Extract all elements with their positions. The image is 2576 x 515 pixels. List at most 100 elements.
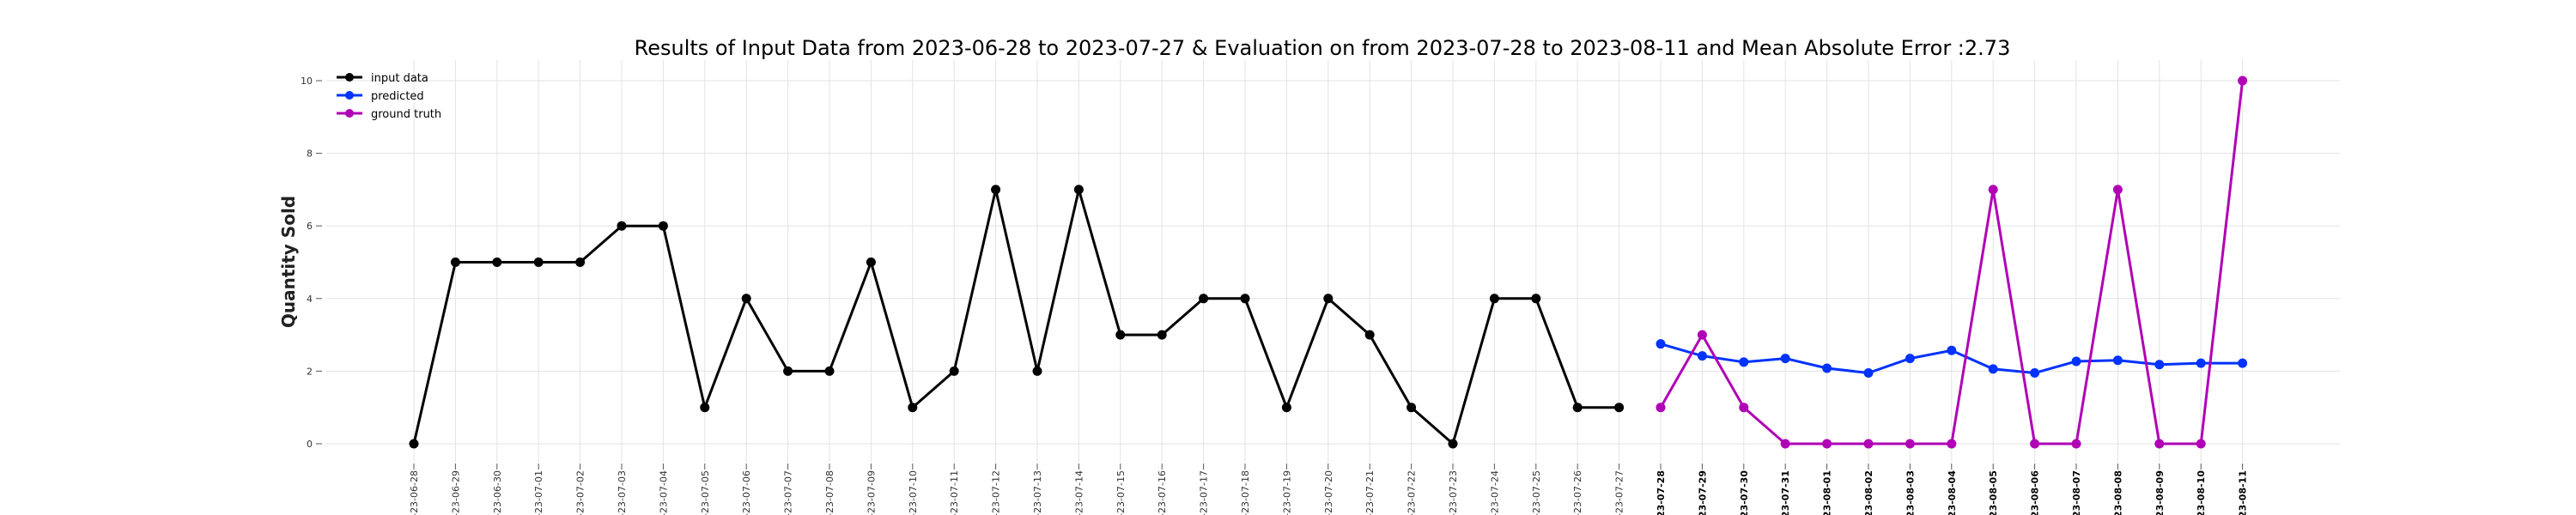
chart-title: Results of Input Data from 2023-06-28 to… [635,36,2011,60]
data-point [1572,403,1583,413]
data-point [1032,366,1042,376]
data-point [1697,330,1707,340]
data-point [1947,345,1957,355]
x-tick-label: -23-08-04 [1947,470,1958,515]
data-point [1697,351,1707,361]
y-axis-label: Quantity Sold [278,196,299,328]
series-ground-truth [1656,76,2248,449]
data-point [1822,363,1832,373]
data-point [1947,439,1957,449]
legend-label: ground truth [371,108,441,121]
grid [326,60,2340,462]
data-point [2071,439,2081,449]
data-point [1448,439,1458,449]
x-tick-label: -23-08-02 [1863,470,1874,515]
data-point [949,366,959,376]
data-point [2154,360,2165,370]
x-tick-label: -23-07-23 [1448,470,1459,515]
x-tick-label: -23-07-01 [533,470,544,515]
x-tick-label: -23-07-15 [1115,470,1127,515]
axes: 0 2 4 6 8 10 -23-06-28 -23-06-29 -23-06-30 -23-07… [301,76,2249,515]
legend-label: input data [371,72,428,85]
x-tick-label: -23-08-01 [1822,470,1833,515]
x-tick-label: -23-07-30 [1739,470,1750,515]
data-point [2238,76,2248,86]
legend-marker [345,91,354,100]
x-tick-label: -23-07-28 [1656,470,1667,515]
y-tick-label: 4 [307,294,313,305]
x-tick-label: -23-07-10 [908,470,919,515]
data-point [492,258,502,267]
data-point [2030,368,2040,379]
data-point [908,403,918,413]
x-tick-label: -23-07-22 [1406,470,1418,515]
data-point [1115,330,1126,340]
data-point [409,439,419,449]
data-point [783,366,793,376]
x-tick-label: -23-07-02 [575,470,586,515]
x-tick-label: -23-07-05 [700,470,711,515]
data-point [741,294,751,304]
x-tick-label: -23-07-29 [1697,470,1708,515]
series-input-data [409,185,1625,449]
legend-entry: input data [337,72,428,85]
x-tick-label: -23-07-24 [1489,470,1500,515]
data-point [1323,294,1334,304]
x-tick-label: -23-07-17 [1199,470,1210,515]
x-tick-label: -23-07-21 [1364,470,1376,515]
x-tick-label: -23-07-19 [1281,470,1292,515]
data-point [1614,403,1625,413]
data-point [1905,439,1915,449]
x-tick-label: -23-07-08 [824,470,835,515]
x-tick-label: -23-07-26 [1572,470,1583,515]
x-tick-label: -23-08-09 [2154,470,2166,515]
x-tick-label: -23-07-27 [1614,470,1625,515]
data-point [700,403,710,413]
x-tick-label: -23-08-07 [2071,470,2082,515]
data-point [1073,185,1084,195]
y-tick-label: 2 [307,366,313,377]
data-point [2030,439,2040,449]
x-tick-label: -23-08-05 [1988,470,1999,515]
x-tick-label: -23-07-09 [866,470,877,515]
x-tick-label: -23-07-25 [1531,470,1542,515]
y-tick-label: 6 [307,221,313,232]
data-point [1364,330,1375,340]
data-point [824,366,835,376]
x-tick-label: -23-06-29 [450,470,461,515]
data-point [991,185,1001,195]
data-point [1739,357,1749,367]
x-tick-label: -23-08-03 [1905,470,1916,515]
y-tick-label: 8 [307,148,313,160]
data-point [2196,358,2206,368]
data-point [1656,403,1666,413]
data-point [2071,356,2081,367]
legend-label: predicted [371,90,424,103]
x-tick-label: -23-08-11 [2238,470,2249,515]
data-point [450,258,460,267]
series-line [412,188,1619,445]
data-point [1863,439,1874,449]
x-tick-label: -23-07-31 [1780,470,1791,515]
data-point [658,221,668,231]
data-point [1157,330,1167,340]
x-tick-label: -23-08-06 [2030,470,2041,515]
data-point [1905,354,1915,364]
data-point [1240,294,1250,304]
data-point [1780,439,1790,449]
legend-entry: ground truth [337,108,441,121]
data-point [1489,294,1499,304]
data-point [1656,339,1666,349]
x-tick-label: -23-07-07 [783,470,794,515]
data-point [1406,403,1417,413]
data-point [1822,439,1832,449]
series-lines [409,76,2248,449]
x-tick-label: -23-07-11 [949,470,960,515]
x-tick-label: -23-08-10 [2196,470,2207,515]
data-point [2154,439,2165,449]
x-tick-label: -23-06-28 [409,470,420,515]
data-point [1780,354,1790,364]
x-tick-label: -23-07-13 [1032,470,1043,515]
x-tick-label: -23-07-12 [991,470,1002,515]
